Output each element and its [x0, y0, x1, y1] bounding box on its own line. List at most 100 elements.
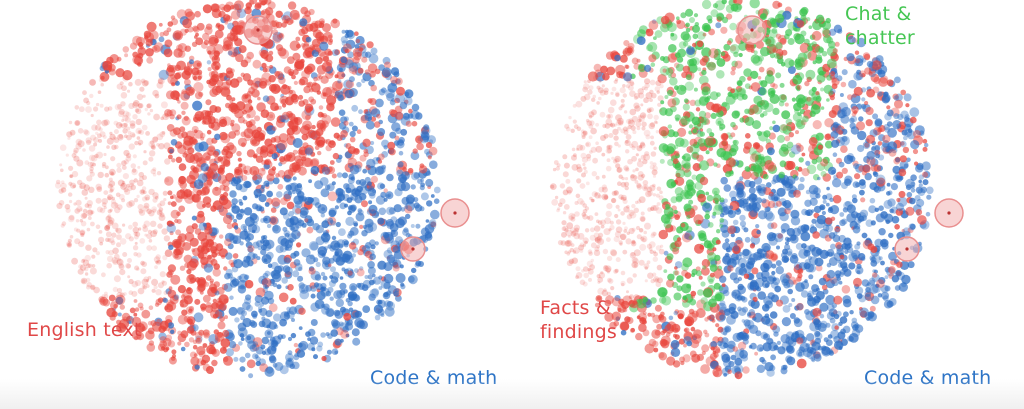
- scatter-point: [647, 190, 654, 197]
- scatter-point: [322, 230, 329, 236]
- scatter-point: [564, 250, 568, 255]
- scatter-point: [170, 209, 180, 219]
- scatter-point: [373, 304, 383, 314]
- scatter-point: [328, 217, 333, 223]
- scatter-point: [266, 190, 273, 198]
- scatter-point: [676, 275, 684, 283]
- scatter-point: [621, 103, 626, 108]
- scatter-point: [298, 284, 309, 294]
- scatter-point: [852, 93, 857, 98]
- scatter-point: [135, 36, 146, 47]
- scatter-point: [268, 215, 278, 225]
- scatter-point: [567, 190, 572, 195]
- scatter-point: [736, 87, 747, 97]
- scatter-point: [122, 46, 130, 53]
- scatter-point: [90, 155, 98, 162]
- scatter-point: [744, 83, 751, 89]
- scatter-point: [588, 277, 592, 282]
- scatter-point: [783, 281, 791, 289]
- scatter-point: [729, 190, 738, 199]
- scatter-point: [674, 270, 680, 276]
- scatter-point: [252, 175, 258, 181]
- scatter-point: [611, 86, 617, 92]
- scatter-point: [405, 213, 411, 220]
- scatter-point: [621, 282, 625, 287]
- scatter-point: [556, 208, 560, 213]
- scatter-point: [243, 228, 248, 233]
- scatter-point: [759, 113, 765, 118]
- scatter-point: [86, 175, 93, 182]
- scatter-point: [631, 239, 636, 244]
- scatter-point: [106, 137, 114, 145]
- scatter-point: [597, 220, 603, 225]
- scatter-point: [615, 204, 620, 209]
- scatter-point: [603, 288, 607, 292]
- scatter-point: [390, 216, 398, 224]
- scatter-point: [609, 249, 617, 256]
- scatter-point: [877, 141, 883, 146]
- scatter-point: [573, 224, 581, 231]
- scatter-point: [766, 182, 772, 188]
- scatter-point: [766, 337, 774, 345]
- scatter-point: [292, 204, 302, 215]
- scatter-point: [638, 196, 646, 204]
- scatter-point: [859, 189, 865, 196]
- scatter-point: [370, 116, 377, 122]
- scatter-point: [132, 101, 139, 109]
- scatter-point: [594, 69, 603, 78]
- scatter-point: [289, 40, 300, 51]
- scatter-point: [185, 86, 195, 96]
- scatter-point: [260, 10, 266, 15]
- scatter-point: [620, 270, 626, 276]
- scatter-point: [747, 76, 752, 81]
- scatter-point: [402, 112, 410, 120]
- scatter-point: [754, 157, 763, 165]
- scatter-point: [235, 53, 244, 63]
- scatter-point: [672, 131, 679, 138]
- scatter-point: [86, 227, 91, 232]
- scatter-point: [881, 291, 889, 300]
- scatter-point: [419, 206, 425, 212]
- scatter-point: [772, 120, 776, 125]
- scatter-point: [251, 89, 260, 98]
- scatter-point: [110, 156, 116, 162]
- scatter-point: [647, 41, 658, 53]
- scatter-point: [829, 74, 836, 81]
- scatter-point: [809, 110, 816, 117]
- scatter-point: [865, 219, 874, 227]
- scatter-point: [615, 91, 620, 97]
- scatter-point: [606, 66, 616, 76]
- scatter-point: [202, 4, 212, 14]
- scatter-point: [367, 274, 373, 280]
- scatter-point: [315, 47, 320, 52]
- scatter-point: [646, 186, 653, 193]
- scatter-point: [737, 283, 744, 291]
- scatter-point: [214, 29, 224, 39]
- scatter-point: [684, 327, 690, 333]
- scatter-point: [78, 264, 83, 269]
- scatter-point: [700, 364, 710, 374]
- scatter-point: [74, 120, 81, 126]
- scatter-point: [872, 171, 878, 176]
- scatter-point: [180, 101, 189, 110]
- scatter-point: [771, 270, 776, 276]
- scatter-point: [822, 27, 830, 36]
- scatter-point: [710, 112, 717, 119]
- scatter-point: [735, 266, 744, 276]
- scatter-point: [756, 229, 761, 235]
- scatter-point: [825, 217, 833, 225]
- scatter-point: [683, 162, 691, 170]
- scatter-point: [166, 220, 173, 227]
- scatter-point: [718, 284, 729, 295]
- scatter-point: [752, 120, 761, 130]
- scatter-point: [689, 143, 700, 155]
- scatter-point: [182, 289, 192, 299]
- scatter-point: [177, 285, 186, 294]
- scatter-point: [74, 105, 80, 110]
- scatter-point: [95, 197, 102, 204]
- scatter-point: [247, 340, 256, 350]
- scatter-point: [745, 42, 755, 53]
- scatter-point: [344, 59, 354, 69]
- scatter-point: [861, 87, 867, 93]
- scatter-point: [563, 204, 570, 210]
